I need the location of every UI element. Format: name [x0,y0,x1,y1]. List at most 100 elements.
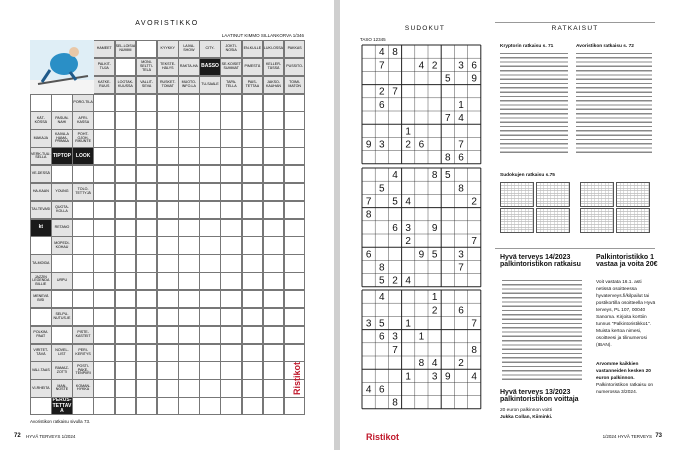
answer-cell [220,147,243,166]
divider [495,248,655,249]
clue-cell: BASSO [199,57,221,77]
clue-cell: POLKIM-PAAT [30,325,52,345]
sudoku-digit: 8 [392,398,398,409]
answer-cell [199,218,221,237]
answer-cell [135,290,158,309]
clue-cell: VIRITET-TÄVÄ [30,343,52,362]
answer-cell [135,200,158,220]
clue-cell: PUSSITO- [283,57,306,77]
answer-cell [93,290,116,309]
sudoku-digit: 3 [366,319,372,330]
sudoku-digit: 7 [366,197,372,208]
answer-cell [241,165,264,184]
answer-cell [178,165,200,184]
answer-cell [283,218,306,237]
answer-cell [156,343,179,362]
answer-cell [220,272,243,291]
answer-cell [178,129,200,148]
answer-cell [156,236,179,255]
sudoku-digit: 4 [405,197,411,208]
byline: LAATINUT KIMMO SILLANKORVA 1/346 [221,33,304,38]
answer-cell [283,111,306,130]
answer-cell [178,200,200,220]
answer-cell [241,254,264,273]
answer-cell [178,218,200,237]
answer-cell [156,307,179,327]
sudoku-digit: 6 [458,153,464,164]
answer-cell [199,129,221,148]
sudoku-digit: 8 [379,263,385,274]
sudoku-digit: 8 [471,345,477,356]
sudoku-digit: 2 [471,197,477,208]
sudoku-digit: 3 [458,60,464,71]
mini-sudoku [580,182,614,207]
answer-cell [241,111,264,130]
answer-cell [241,397,264,416]
answer-cell [51,93,73,112]
answer-cell [241,218,264,237]
answer-cell [135,325,158,345]
answer-cell [93,182,116,202]
answer-cell [199,361,221,380]
avoristikko-label: Avoristikon ratkaisu s. 72 [576,44,634,49]
clue-cell: LOOK [72,147,94,166]
clue-cell: TOIMI-MATON [283,75,306,95]
answer-cell [135,218,158,237]
answer-cell [135,272,158,291]
mini-sudoku [616,208,650,233]
answer-cell [241,93,264,112]
answer-cell [178,147,200,166]
clue-cell: TEKSTE-HÄLYS [156,57,179,77]
sudoku-digit: 8 [392,47,398,58]
sudoku-digit: 9 [445,371,451,382]
sudoku-digit: 2 [379,87,385,98]
mini-sudoku [500,182,534,207]
answer-cell [178,182,200,202]
clue-cell: VE-DESSÄ [30,165,52,184]
answer-cell [114,397,137,416]
answer-cell [93,254,116,273]
answer-cell [114,325,137,345]
answer-cell [178,272,200,291]
answer-cell [220,379,243,398]
sudoku-digit: 8 [419,358,425,369]
answer-cell [178,343,200,362]
answer-cell [241,182,264,202]
answer-cell [262,129,285,148]
answer-cell [241,325,264,345]
answer-cell [135,361,158,380]
answer-cell [114,57,137,77]
answer-cell [72,165,94,184]
sudoku-digit: 5 [445,74,451,85]
mini-sudoku [536,208,570,233]
answer-cell [262,307,285,327]
clue-cell: MUOTO-INFO-LA [178,75,200,95]
answer-cell [30,236,52,255]
avoristikko-solution [576,52,652,156]
clue-cell: kt [30,218,52,237]
clue-cell: KOMAN-HYKKA [72,379,94,398]
answer-cell [72,290,94,309]
answer-cell [114,272,137,291]
prize-solution [502,280,582,383]
page-number: 73 [655,433,662,439]
answer-cell [156,165,179,184]
answer-cell [178,290,200,309]
answer-cell [241,236,264,255]
answer-cell [114,307,137,327]
clue-cell: PISTE-KASTEIT [72,325,94,345]
sudoku-digit: 6 [392,223,398,234]
answer-cell [220,236,243,255]
sudoku-digit: 7 [458,263,464,274]
clue-cell: URPU [51,272,73,291]
sudoku-digit: 4 [419,60,425,71]
clue-cell: QUOTA-KOLLA [51,200,73,220]
clue-cell: TIPTOP [51,147,73,166]
sudoku-digit: 6 [471,60,477,71]
clue-cell: MONI-SELTTI-TELÄ [135,57,158,77]
clue-cell: PERI-KERITYS [72,343,94,362]
sudoku-digit: 2 [432,60,438,71]
answer-cell [156,147,179,166]
answer-cell [51,290,73,309]
